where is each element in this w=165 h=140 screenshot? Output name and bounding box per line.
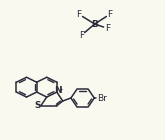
Text: F: F	[79, 31, 84, 40]
Text: B: B	[91, 20, 98, 29]
Text: F: F	[76, 10, 81, 19]
Text: N: N	[54, 86, 62, 95]
Text: +: +	[59, 87, 64, 92]
Text: F: F	[107, 10, 113, 19]
Text: F: F	[105, 24, 110, 33]
Text: Br: Br	[97, 94, 107, 102]
Text: S: S	[35, 101, 41, 110]
